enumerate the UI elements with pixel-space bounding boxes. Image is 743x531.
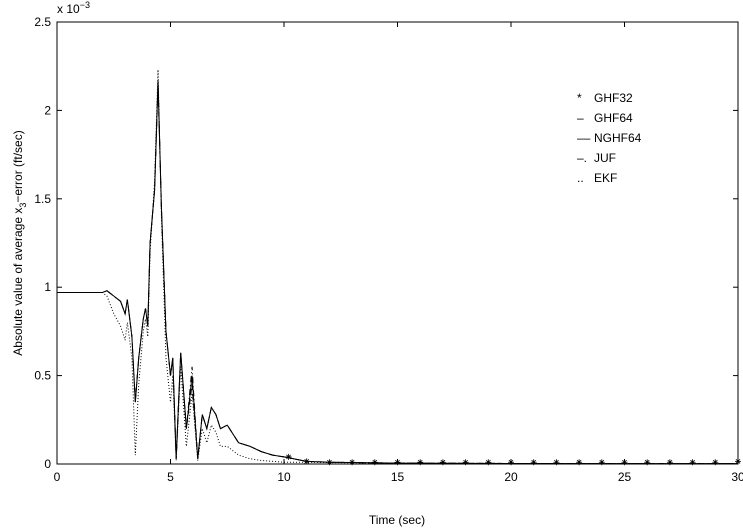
y-label-part: Absolute value of average x <box>11 208 25 356</box>
star-marker <box>485 459 492 466</box>
x-axis-label: Time (sec) <box>369 513 425 527</box>
legend-label: JUF <box>594 151 616 165</box>
x-tick-label: 20 <box>504 470 518 484</box>
star-marker <box>666 459 673 466</box>
star-marker <box>371 459 378 466</box>
x-tick-label: 30 <box>731 470 743 484</box>
star-marker <box>530 459 537 466</box>
star-marker <box>621 459 628 466</box>
legend-label: NGHF64 <box>594 131 642 145</box>
legend-label: EKF <box>594 171 617 185</box>
y-tick-label: 1.5 <box>34 192 51 206</box>
star-marker <box>576 459 583 466</box>
star-marker <box>553 459 560 466</box>
y-tick-label: 2.5 <box>34 15 51 29</box>
y-axis-label: Absolute value of average x3−error (ft/s… <box>11 130 28 355</box>
legend-symbol: – <box>577 111 584 125</box>
star-marker <box>712 459 719 466</box>
y-multiplier-exponent: −3 <box>80 0 90 10</box>
star-marker <box>508 459 514 466</box>
y-tick-label: 2 <box>44 103 51 117</box>
legend-symbol: .. <box>577 171 584 185</box>
y-tick-label: 0 <box>44 457 51 471</box>
x-tick-label: 10 <box>277 470 291 484</box>
y-tick-label: 1 <box>44 280 51 294</box>
star-marker <box>417 459 424 466</box>
y-label-part: −error (ft/sec) <box>11 130 25 202</box>
star-marker <box>462 459 469 466</box>
star-marker <box>689 459 696 466</box>
plot-frame <box>56 21 739 465</box>
star-marker <box>644 459 651 466</box>
x-tick-label: 5 <box>167 470 174 484</box>
star-marker <box>394 459 401 466</box>
legend-symbol: –– <box>577 131 591 145</box>
legend-symbol: –. <box>577 151 587 165</box>
series-line <box>57 69 738 465</box>
star-marker <box>285 453 292 460</box>
series-line <box>57 82 738 465</box>
y-label-subscript: 3 <box>18 203 28 208</box>
y-multiplier-base: x 10 <box>57 2 80 16</box>
star-marker <box>735 458 741 465</box>
legend-label: GHF32 <box>594 91 633 105</box>
x-tick-label: 0 <box>54 470 61 484</box>
star-marker <box>439 459 446 466</box>
legend-symbol: * <box>577 91 582 105</box>
y-multiplier: x 10−3 <box>57 0 90 16</box>
legend-label: GHF64 <box>594 111 633 125</box>
y-tick-label: 0.5 <box>34 369 51 383</box>
x-tick-label: 25 <box>618 470 632 484</box>
x-tick-label: 15 <box>391 470 405 484</box>
star-marker <box>598 459 605 466</box>
